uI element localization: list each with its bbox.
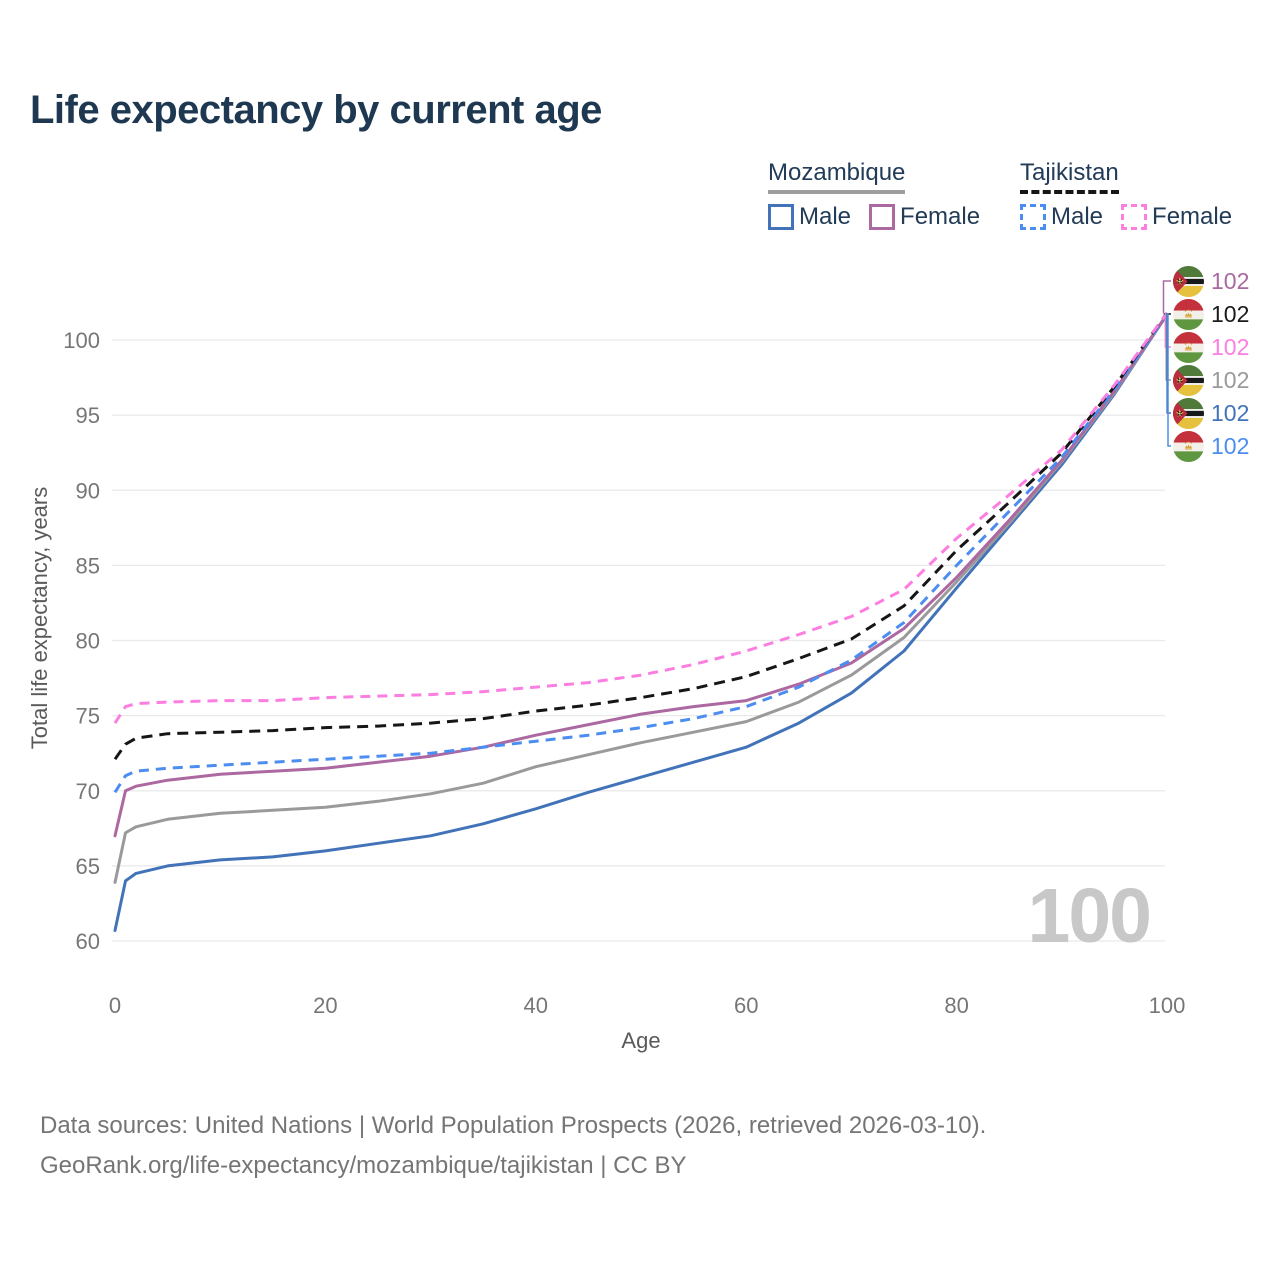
y-tick-label: 75	[76, 704, 100, 729]
y-tick-label: 60	[76, 929, 100, 954]
footer-data-sources: Data sources: United Nations | World Pop…	[40, 1112, 987, 1139]
x-tick-label: 40	[524, 993, 548, 1018]
footer: Data sources: United Nations | World Pop…	[40, 1106, 986, 1187]
y-tick-label: 65	[76, 854, 100, 879]
series-line-mozambique-male	[113, 313, 1169, 932]
series-line-tajikistan-male	[113, 313, 1169, 794]
legend-label: Female	[900, 203, 981, 231]
age-indicator-watermark: 100	[1027, 873, 1152, 959]
footer-attribution: GeoRank.org/life-expectancy/mozambique/t…	[40, 1152, 687, 1180]
axis-ticks: 60 65 70 75 80 85 90 95 100 0 20 40 60 80 100	[63, 328, 1185, 1018]
leader-line-tajikistan-female	[1164, 312, 1171, 348]
legend-group-mozambique: Mozambique Male Female	[768, 159, 980, 231]
page-title: Life expectancy by current age	[30, 88, 602, 132]
series-line-tajikistan-total	[113, 312, 1169, 761]
series-lines	[113, 312, 1169, 932]
legend-item-mozambique-male[interactable]: Male	[768, 203, 851, 231]
x-tick-label: 80	[944, 993, 968, 1018]
series-line-mozambique-total	[113, 313, 1169, 884]
y-tick-label: 100	[63, 328, 100, 353]
leader-line-tajikistan-male	[1167, 312, 1171, 447]
mozambique-female-swatch	[869, 204, 896, 231]
y-tick-label: 70	[76, 779, 100, 804]
legend-label: Female	[1152, 203, 1233, 231]
x-tick-label: 100	[1149, 993, 1186, 1018]
y-tick-label: 85	[76, 553, 100, 578]
legend-group-tajikistan: Tajikistan Male Female	[1020, 159, 1232, 231]
x-tick-label: 20	[313, 993, 337, 1018]
x-tick-label: 60	[734, 993, 758, 1018]
legend-label: Male	[1051, 203, 1104, 231]
series-line-mozambique-female	[113, 313, 1169, 838]
mozambique-male-swatch	[768, 204, 794, 231]
leader-lines	[1162, 280, 1171, 447]
y-axis-title: Total life expectancy, years	[27, 487, 52, 750]
series-line-tajikistan-female	[113, 312, 1169, 724]
leader-line-tajikistan-total	[1163, 312, 1171, 315]
legend-item-mozambique-female[interactable]: Female	[869, 203, 980, 231]
gridlines	[112, 339, 1165, 942]
y-tick-label: 90	[76, 478, 100, 503]
x-tick-label: 0	[109, 993, 121, 1018]
leader-line-mozambique-male	[1166, 312, 1171, 414]
legend-items-tajikistan: Male Female	[1020, 203, 1232, 231]
y-tick-label: 80	[76, 629, 100, 654]
tajikistan-female-swatch	[1121, 204, 1148, 231]
legend-label: Male	[799, 203, 852, 231]
legend-country-mozambique: Mozambique	[768, 159, 906, 195]
legend-country-tajikistan: Tajikistan	[1020, 159, 1119, 195]
leader-line-mozambique-total	[1165, 312, 1171, 381]
legend-item-tajikistan-male[interactable]: Male	[1020, 203, 1103, 231]
legend-items-mozambique: Male Female	[768, 203, 980, 231]
leader-line-mozambique-female	[1162, 280, 1171, 313]
tajikistan-male-swatch	[1020, 204, 1046, 231]
y-tick-label: 95	[76, 403, 100, 428]
legend-item-tajikistan-female[interactable]: Female	[1121, 203, 1232, 231]
x-axis-title: Age	[621, 1028, 660, 1053]
